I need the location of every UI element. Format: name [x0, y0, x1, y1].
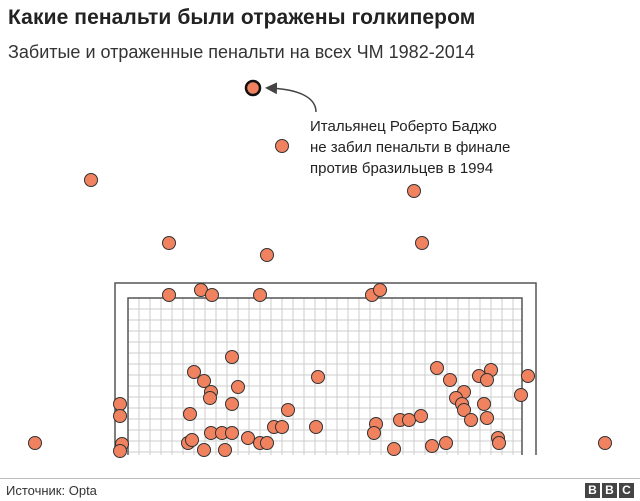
- penalty-point: [598, 436, 612, 450]
- penalty-point: [414, 409, 428, 423]
- penalty-chart: Итальянец Роберто Баджо не забил пенальт…: [28, 79, 612, 458]
- penalty-point: [187, 365, 201, 379]
- penalty-point: [253, 288, 267, 302]
- penalty-point: [162, 288, 176, 302]
- penalty-point: [185, 433, 199, 447]
- penalty-point: [492, 436, 506, 450]
- penalty-point: [367, 426, 381, 440]
- penalty-point: [28, 436, 42, 450]
- penalty-point: [457, 403, 471, 417]
- penalty-point: [514, 388, 528, 402]
- penalty-point: [407, 184, 421, 198]
- footer-divider: [0, 478, 640, 479]
- goal-frame-outer: [114, 282, 537, 455]
- penalty-point: [225, 426, 239, 440]
- penalty-point: [260, 248, 274, 262]
- penalty-point: [477, 397, 491, 411]
- penalty-point: [203, 391, 217, 405]
- penalty-point: [113, 444, 127, 458]
- penalty-point: [480, 373, 494, 387]
- penalty-point: [425, 439, 439, 453]
- penalty-point: [402, 413, 416, 427]
- penalty-point: [225, 350, 239, 364]
- penalty-point: [113, 409, 127, 423]
- bbc-logo-letter: B: [602, 483, 617, 498]
- penalty-point: [373, 283, 387, 297]
- bbc-logo-letter: C: [619, 483, 634, 498]
- highlight-penalty-point: [244, 79, 262, 97]
- penalty-point: [443, 373, 457, 387]
- penalty-point: [430, 361, 444, 375]
- bbc-logo-letter: B: [585, 483, 600, 498]
- penalty-point: [197, 443, 211, 457]
- penalty-point: [260, 436, 274, 450]
- penalty-point: [281, 403, 295, 417]
- penalty-point: [480, 411, 494, 425]
- penalty-point: [205, 288, 219, 302]
- penalty-point: [241, 431, 255, 445]
- penalty-point: [183, 407, 197, 421]
- penalty-point: [275, 420, 289, 434]
- penalty-point: [113, 397, 127, 411]
- penalty-point: [225, 397, 239, 411]
- penalty-point: [415, 236, 429, 250]
- chart-subtitle: Забитые и отраженные пенальти на всех ЧМ…: [8, 42, 475, 62]
- annotation-line-3: против бразильцев в 1994: [310, 160, 493, 177]
- goal-frame-inner: [127, 297, 523, 455]
- annotation-line-2: не забил пенальти в финале: [310, 139, 510, 156]
- annotation-line-1: Итальянец Роберто Баджо: [310, 118, 497, 135]
- penalty-point: [197, 374, 211, 388]
- penalty-point: [84, 173, 98, 187]
- penalty-point: [521, 369, 535, 383]
- penalty-point: [464, 413, 478, 427]
- penalty-point: [218, 443, 232, 457]
- source-label: Источник: Opta: [6, 483, 97, 498]
- annotation-text: Итальянец Роберто Баджо не забил пенальт…: [310, 118, 510, 177]
- penalty-point: [162, 236, 176, 250]
- bbc-logo: B B C: [585, 483, 634, 498]
- goal-net: [128, 298, 522, 455]
- penalty-point: [275, 139, 289, 153]
- chart-title: Какие пенальти были отражены голкипером: [8, 6, 476, 29]
- annotation-arrow: [265, 82, 317, 113]
- penalty-point: [311, 370, 325, 384]
- goal: [114, 282, 537, 455]
- penalty-points: [28, 79, 612, 458]
- penalty-point: [387, 442, 401, 456]
- penalty-point: [309, 420, 323, 434]
- penalty-point: [231, 380, 245, 394]
- penalty-point: [439, 436, 453, 450]
